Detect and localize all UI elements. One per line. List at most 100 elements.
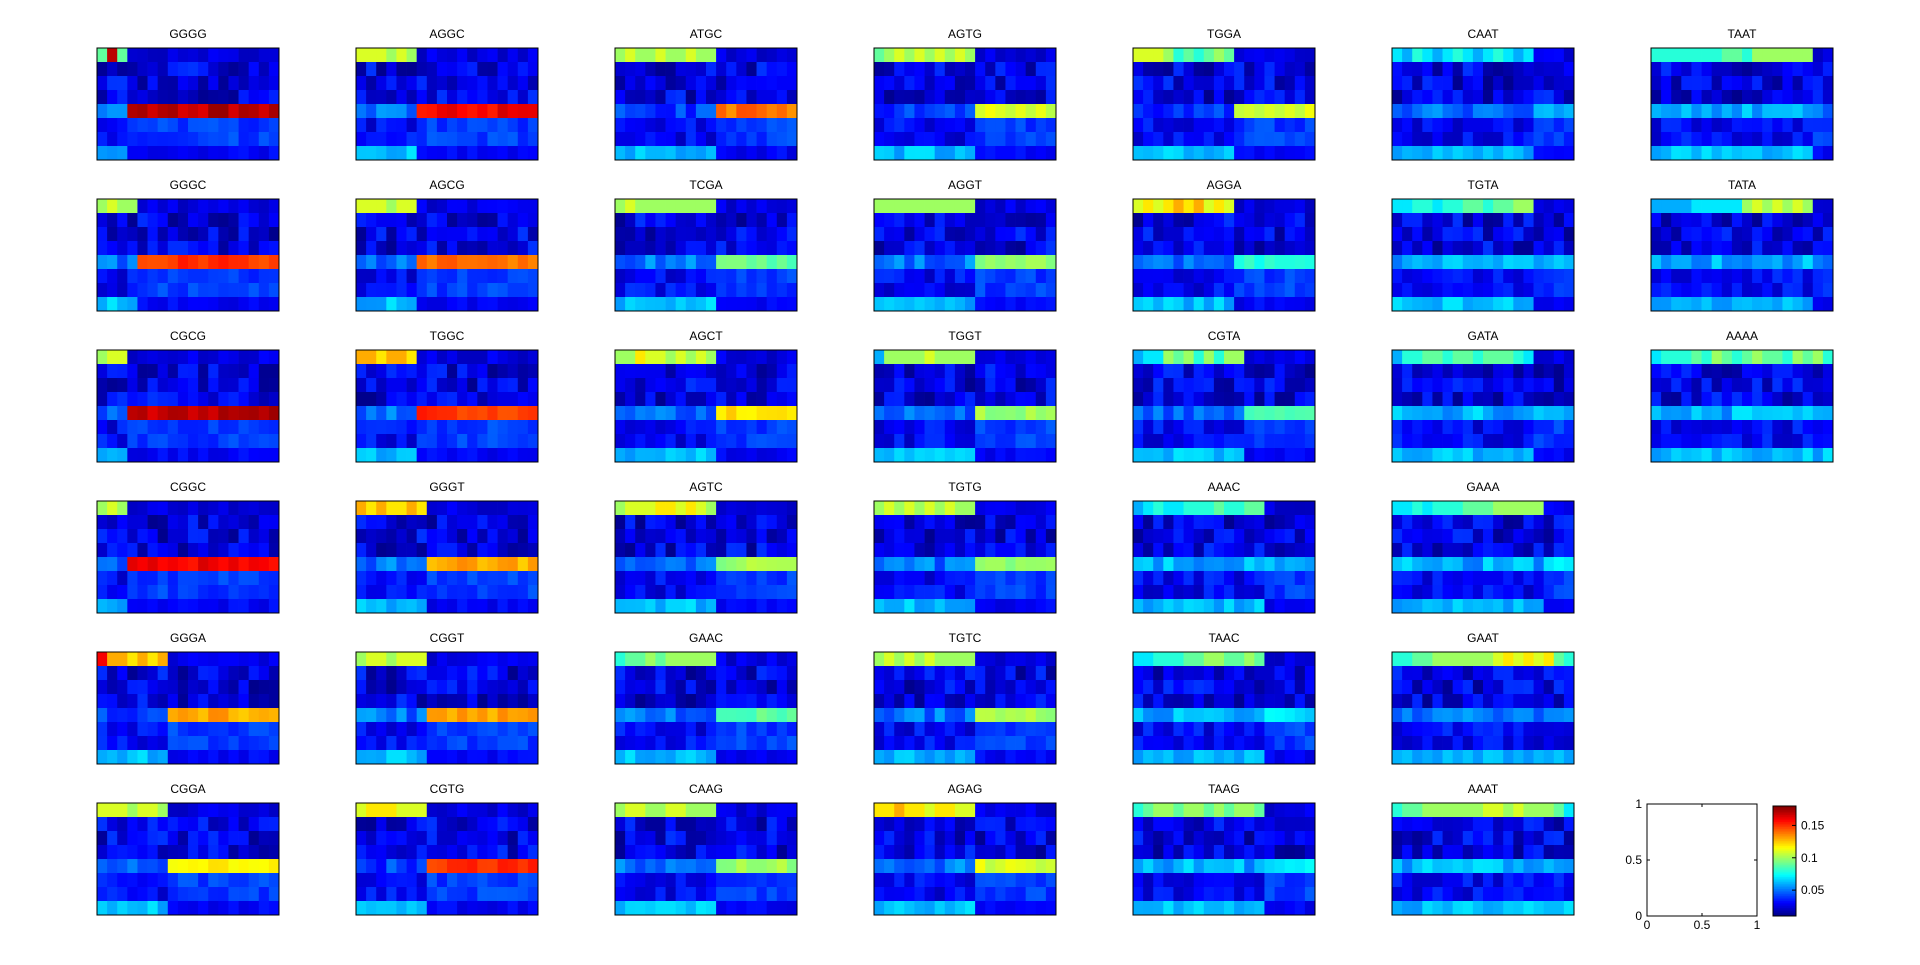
- heatmap-cell: [625, 571, 636, 585]
- heatmap-cell: [1823, 283, 1834, 297]
- heatmap-cell: [935, 515, 946, 529]
- heatmap-cell: [239, 599, 250, 613]
- heatmap-cell: [757, 269, 768, 283]
- heatmap-cell: [1443, 666, 1454, 680]
- heatmap-cell: [1143, 543, 1154, 557]
- heatmap-cell: [1016, 420, 1027, 434]
- heatmap-cell: [696, 515, 707, 529]
- heatmap-cell: [1046, 750, 1057, 764]
- heatmap-cell: [666, 515, 677, 529]
- heatmap-cell: [985, 599, 996, 613]
- heatmap-cell: [736, 406, 747, 420]
- heatmap-cell: [178, 529, 189, 543]
- heatmap-cell: [477, 76, 488, 90]
- heatmap-cell: [487, 132, 498, 146]
- heatmap-cell: [508, 90, 519, 104]
- heatmap-cell: [1823, 269, 1834, 283]
- heatmap-cell: [1254, 146, 1265, 160]
- heatmap-cell: [1554, 420, 1565, 434]
- heatmap-cell: [127, 434, 138, 448]
- heatmap-cell: [615, 722, 626, 736]
- heatmap-cell: [1214, 350, 1225, 364]
- heatmap-cell: [1224, 529, 1235, 543]
- heatmap-cell: [1681, 364, 1692, 378]
- heatmap-cell: [1463, 420, 1474, 434]
- heatmap-cell: [1275, 62, 1286, 76]
- heatmap-cell: [925, 227, 936, 241]
- heatmap-cell: [477, 515, 488, 529]
- heatmap-cell: [757, 364, 768, 378]
- heatmap-cell: [1244, 666, 1255, 680]
- heatmap-cell: [904, 434, 915, 448]
- heatmap-cell: [386, 680, 397, 694]
- heatmap-cell: [1204, 76, 1215, 90]
- heatmap-cell: [218, 118, 229, 132]
- heatmap-cell: [965, 199, 976, 213]
- heatmap-cell: [1534, 283, 1545, 297]
- heatmap-cell: [1742, 227, 1753, 241]
- heatmap-cell: [386, 434, 397, 448]
- heatmap-cell: [1254, 694, 1265, 708]
- heatmap-cell: [716, 255, 727, 269]
- heatmap-cell: [1473, 90, 1484, 104]
- heatmap-cell: [97, 803, 108, 817]
- heatmap-cell: [676, 90, 687, 104]
- heatmap-cell: [1702, 406, 1713, 420]
- heatmap-cell: [726, 543, 737, 557]
- heatmap-cell: [158, 199, 169, 213]
- heatmap-cell: [1204, 90, 1215, 104]
- heatmap-cell: [457, 283, 468, 297]
- heatmap-cell: [696, 118, 707, 132]
- heatmap-cell: [107, 901, 118, 915]
- heatmap-cell: [965, 132, 976, 146]
- heatmap-cell: [1412, 515, 1423, 529]
- heatmap-cell: [1402, 48, 1413, 62]
- heatmap-cell: [1036, 213, 1047, 227]
- heatmap-cell: [158, 406, 169, 420]
- heatmap-cell: [107, 146, 118, 160]
- heatmap-cell: [518, 227, 529, 241]
- heatmap-cell: [1285, 434, 1296, 448]
- heatmap-cell: [884, 434, 895, 448]
- heatmap-cell: [777, 708, 788, 722]
- heatmap-cell: [1046, 680, 1057, 694]
- heatmap-cell: [686, 694, 697, 708]
- heatmap-cell: [1523, 392, 1534, 406]
- heatmap-cell: [427, 694, 438, 708]
- heatmap-cell: [736, 750, 747, 764]
- heatmap-cell: [1275, 199, 1286, 213]
- heatmap-cell: [148, 132, 159, 146]
- heatmap-cell: [686, 364, 697, 378]
- heatmap-cell: [1173, 501, 1184, 515]
- heatmap-cell: [1046, 557, 1057, 571]
- heatmap-cell: [1392, 104, 1403, 118]
- heatmap-cell: [137, 557, 148, 571]
- heatmap-cell: [1214, 76, 1225, 90]
- heatmap-cell: [1564, 694, 1575, 708]
- heatmap-cell: [188, 255, 199, 269]
- heatmap-cell: [767, 722, 778, 736]
- heatmap-cell: [1432, 118, 1443, 132]
- heatmap-cell: [1422, 501, 1433, 515]
- heatmap-cell: [1422, 529, 1433, 543]
- heatmap-cell: [1133, 543, 1144, 557]
- heatmap-cell: [1153, 599, 1164, 613]
- heatmap-cell: [447, 255, 458, 269]
- heatmap-cell: [208, 269, 219, 283]
- heatmap-cell: [198, 831, 209, 845]
- heatmap-cell: [935, 104, 946, 118]
- heatmap-cell: [137, 571, 148, 585]
- heatmap-cell: [239, 571, 250, 585]
- heatmap-cell: [1544, 571, 1555, 585]
- heatmap-cell: [137, 227, 148, 241]
- heatmap-cell: [1463, 90, 1474, 104]
- heatmap-cell: [965, 62, 976, 76]
- heatmap-cell: [1133, 571, 1144, 585]
- heatmap-cell: [935, 76, 946, 90]
- heatmap-cell: [376, 255, 387, 269]
- heatmap-cell: [1443, 434, 1454, 448]
- heatmap-cell: [1443, 529, 1454, 543]
- heatmap-cell: [117, 378, 128, 392]
- heatmap-cell: [1534, 76, 1545, 90]
- heatmap-cell: [1153, 501, 1164, 515]
